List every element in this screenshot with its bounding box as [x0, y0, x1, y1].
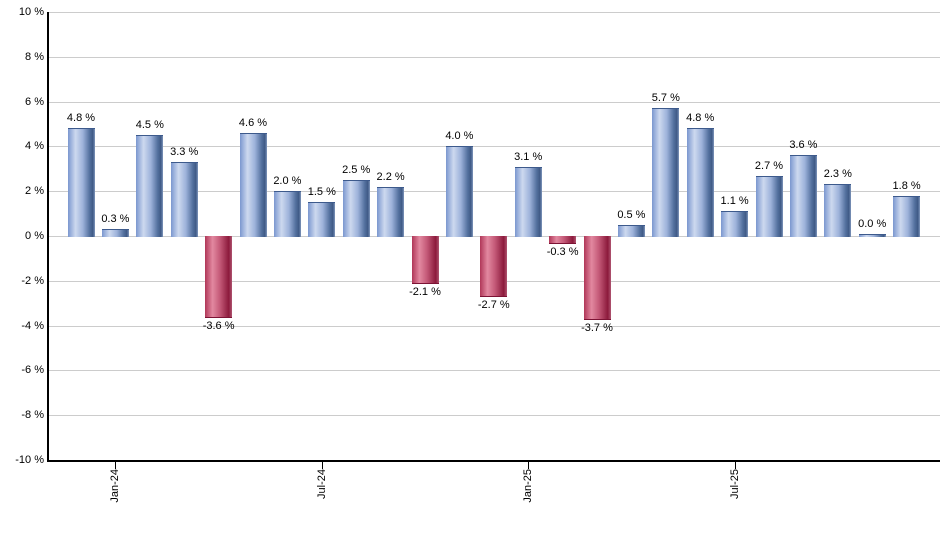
bar-positive — [170, 162, 198, 237]
y-tick-label: 6 % — [25, 95, 44, 108]
bar-value-label: 2.3 % — [823, 168, 852, 181]
bar-value-label: 4.5 % — [135, 119, 164, 132]
bar-positive — [686, 128, 714, 237]
gridline — [47, 415, 940, 417]
bar-value-label: 0.0 % — [858, 218, 887, 230]
bar-positive — [67, 128, 95, 237]
bar-value-label: 4.8 % — [66, 112, 96, 125]
bar-value-label: -3.7 % — [581, 321, 613, 334]
x-tick-label: Jan-25 — [522, 469, 535, 503]
bar-value-label: 4.8 % — [686, 112, 715, 125]
x-tick-label: Jan-24 — [109, 469, 122, 503]
y-tick-label: -8 % — [21, 409, 44, 422]
y-tick-label: 4 % — [25, 140, 44, 153]
bar-value-label: 0.5 % — [617, 208, 646, 221]
x-tick-label: Jul-25 — [728, 469, 741, 499]
x-tick-mark — [321, 462, 323, 469]
bar-value-label: 2.0 % — [273, 175, 302, 188]
x-tick-mark — [528, 462, 530, 469]
gridline — [47, 370, 940, 372]
y-tick-label: -10 % — [15, 454, 44, 466]
bar-value-label: 1.1 % — [720, 195, 749, 208]
bar-positive — [239, 132, 267, 237]
bar-value-label: -0.3 % — [546, 245, 579, 258]
y-tick-label: 0 % — [25, 230, 44, 242]
bar-value-label: 0.3 % — [101, 213, 130, 226]
x-tick-mark — [115, 462, 117, 469]
bar-value-label: 1.8 % — [892, 179, 921, 192]
gridline — [47, 191, 940, 193]
bar-positive — [136, 135, 164, 237]
bar-negative — [583, 236, 611, 320]
gridline — [47, 325, 940, 327]
x-tick-label: Jul-24 — [315, 469, 328, 499]
bar-value-label: -2.7 % — [477, 299, 510, 312]
bar-value-label: 2.2 % — [376, 170, 405, 183]
bar-positive — [755, 175, 783, 237]
bar-positive — [342, 180, 370, 237]
gridline — [47, 146, 940, 148]
x-axis-line — [47, 460, 940, 462]
bar-positive — [273, 191, 301, 237]
gridline — [47, 101, 940, 103]
bar-positive — [858, 234, 886, 237]
bar-positive — [652, 108, 680, 237]
bar-value-label: 2.5 % — [342, 164, 371, 176]
x-tick-mark — [734, 462, 736, 469]
y-tick-label: 8 % — [25, 50, 44, 63]
bar-value-label: 4.0 % — [445, 130, 474, 143]
bar-value-label: 3.6 % — [789, 139, 818, 152]
y-tick-label: 10 % — [18, 6, 44, 18]
bar-negative — [411, 236, 439, 285]
bar-value-label: 1.5 % — [307, 186, 336, 199]
bar-positive — [445, 146, 473, 237]
y-tick-label: -2 % — [21, 274, 44, 287]
y-tick-label: -4 % — [21, 319, 44, 332]
bar-value-label: 2.7 % — [754, 159, 784, 172]
bar-positive — [617, 224, 645, 237]
bar-value-label: 4.6 % — [238, 116, 268, 129]
bar-value-label: -3.6 % — [202, 319, 235, 332]
bar-value-label: -2.1 % — [409, 286, 441, 299]
gridline — [47, 56, 940, 58]
bar-value-label: 5.7 % — [651, 92, 680, 105]
bar-positive — [377, 186, 405, 237]
y-tick-label: -6 % — [21, 364, 44, 377]
bar-positive — [893, 195, 921, 237]
bar-value-label: 3.3 % — [170, 146, 199, 159]
y-axis-line — [47, 12, 49, 462]
bar-positive — [514, 166, 542, 237]
y-tick-label: 2 % — [25, 185, 44, 198]
bar-negative — [480, 236, 508, 298]
bar-positive — [721, 211, 749, 237]
bar-value-label: 3.1 % — [514, 150, 543, 163]
bar-positive — [789, 155, 817, 237]
bar-positive — [308, 202, 336, 237]
bar-positive — [824, 184, 852, 237]
bar-positive — [101, 229, 129, 237]
bar-negative — [549, 236, 577, 244]
gridline — [47, 12, 940, 13]
bar-negative — [205, 236, 233, 318]
